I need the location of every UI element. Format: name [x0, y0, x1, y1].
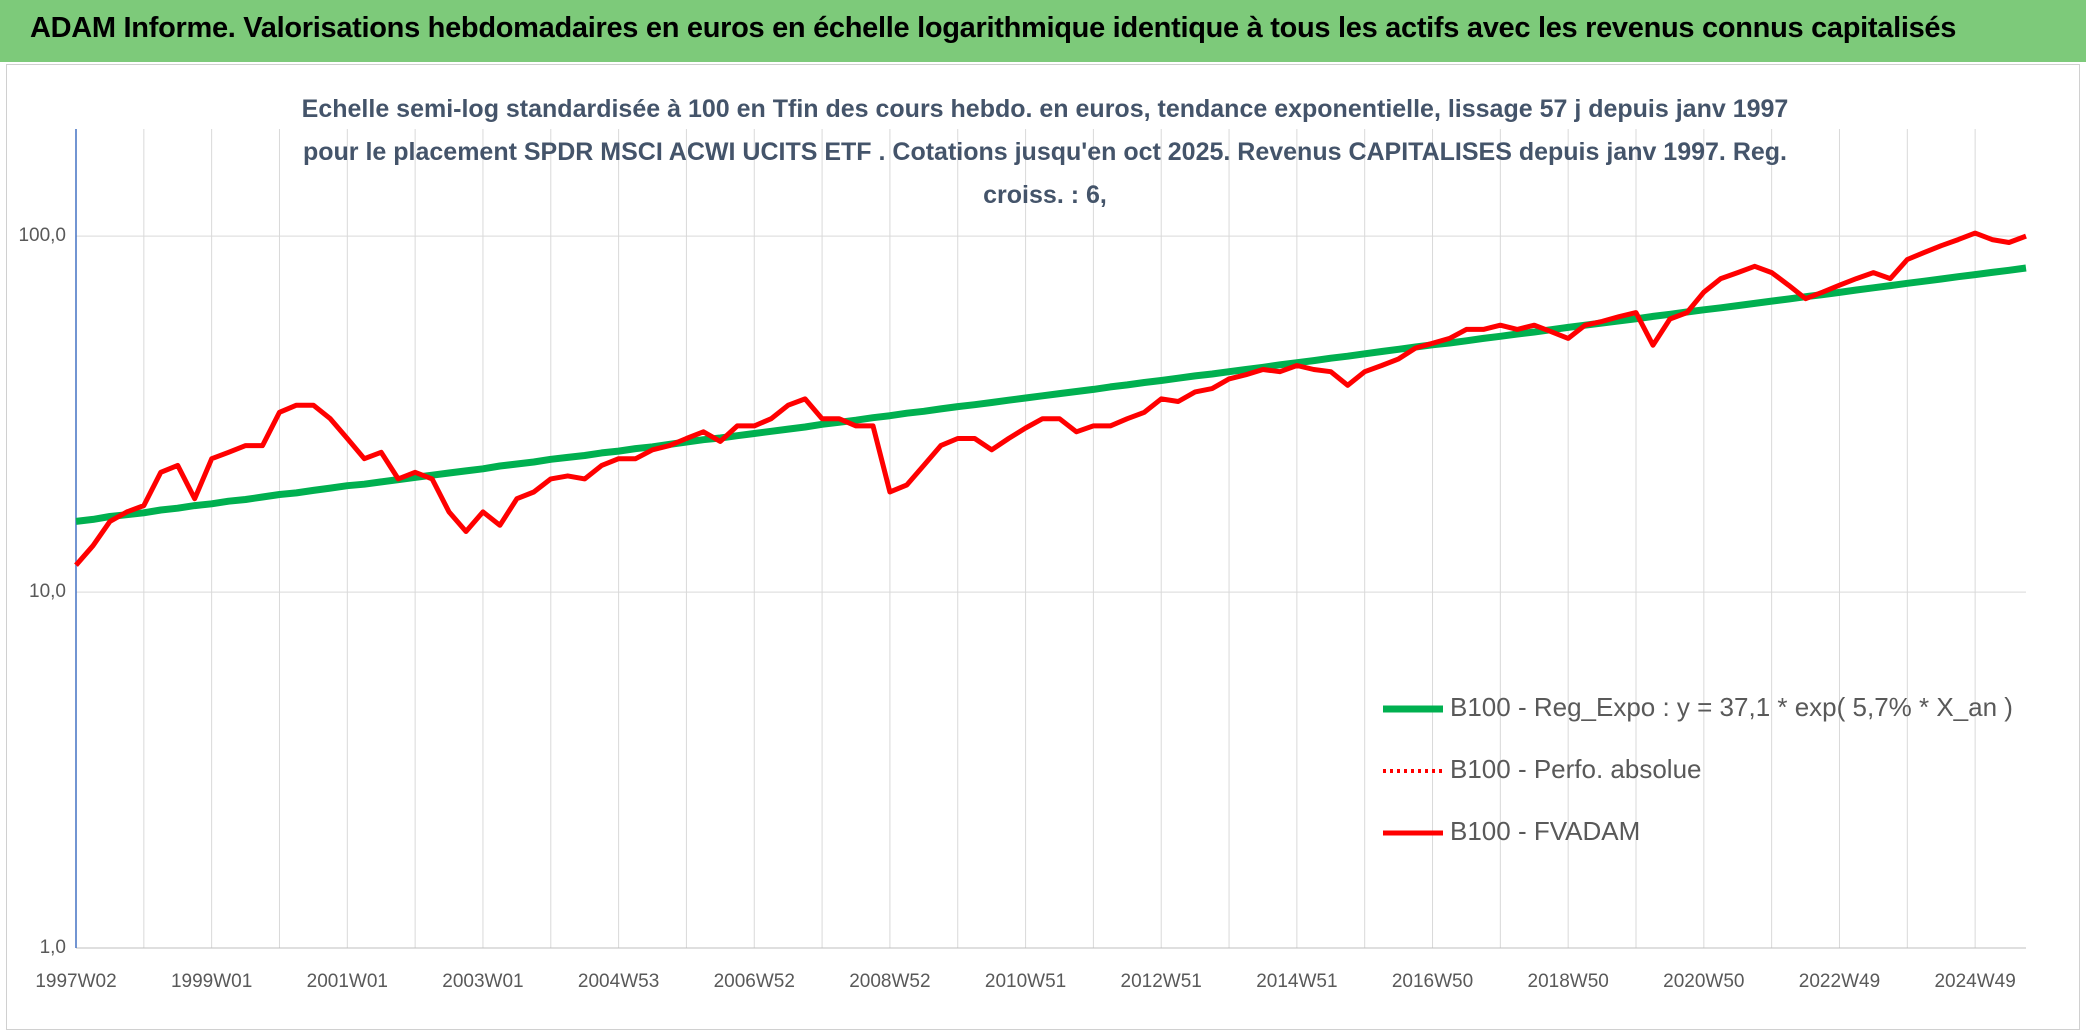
y-tick-label: 10,0 [29, 581, 66, 602]
x-tick-label: 2018W50 [1528, 971, 1609, 992]
header-title: ADAM Informe. Valorisations hebdomadaire… [30, 12, 1957, 44]
x-tick-label: 2003W01 [442, 971, 523, 992]
series-line [74, 230, 2027, 567]
y-tick-label: 100,0 [18, 225, 66, 246]
legend-label: B100 - Perfo. absolue [1450, 754, 1702, 784]
x-tick-label: 2024W49 [1934, 971, 2015, 992]
chart-frame [6, 64, 2080, 1030]
legend-label: B100 - Reg_Expo : y = 37,1 * exp( 5,7% *… [1450, 692, 2013, 722]
x-tick-label: 2016W50 [1392, 971, 1473, 992]
legend-label: B100 - FVADAM [1450, 816, 1640, 846]
x-tick-label: 2012W51 [1121, 971, 1202, 992]
x-tick-label: 2004W53 [578, 971, 659, 992]
header-bar: ADAM Informe. Valorisations hebdomadaire… [0, 0, 2086, 62]
x-tick-label: 2020W50 [1663, 971, 1744, 992]
x-tick-label: 2022W49 [1799, 971, 1880, 992]
x-tick-label: 2014W51 [1256, 971, 1337, 992]
x-tick-label: 2008W52 [849, 971, 930, 992]
x-tick-label: 2006W52 [714, 971, 795, 992]
x-tick-label: 2010W51 [985, 971, 1066, 992]
x-tick-label: 1997W02 [35, 971, 116, 992]
x-tick-label: 2001W01 [307, 971, 388, 992]
series-line [75, 264, 2027, 525]
chart-subtitle: Echelle semi-log standardisée à 100 en T… [301, 95, 1789, 209]
x-tick-label: 1999W01 [171, 971, 252, 992]
y-tick-label: 1,0 [40, 937, 66, 958]
